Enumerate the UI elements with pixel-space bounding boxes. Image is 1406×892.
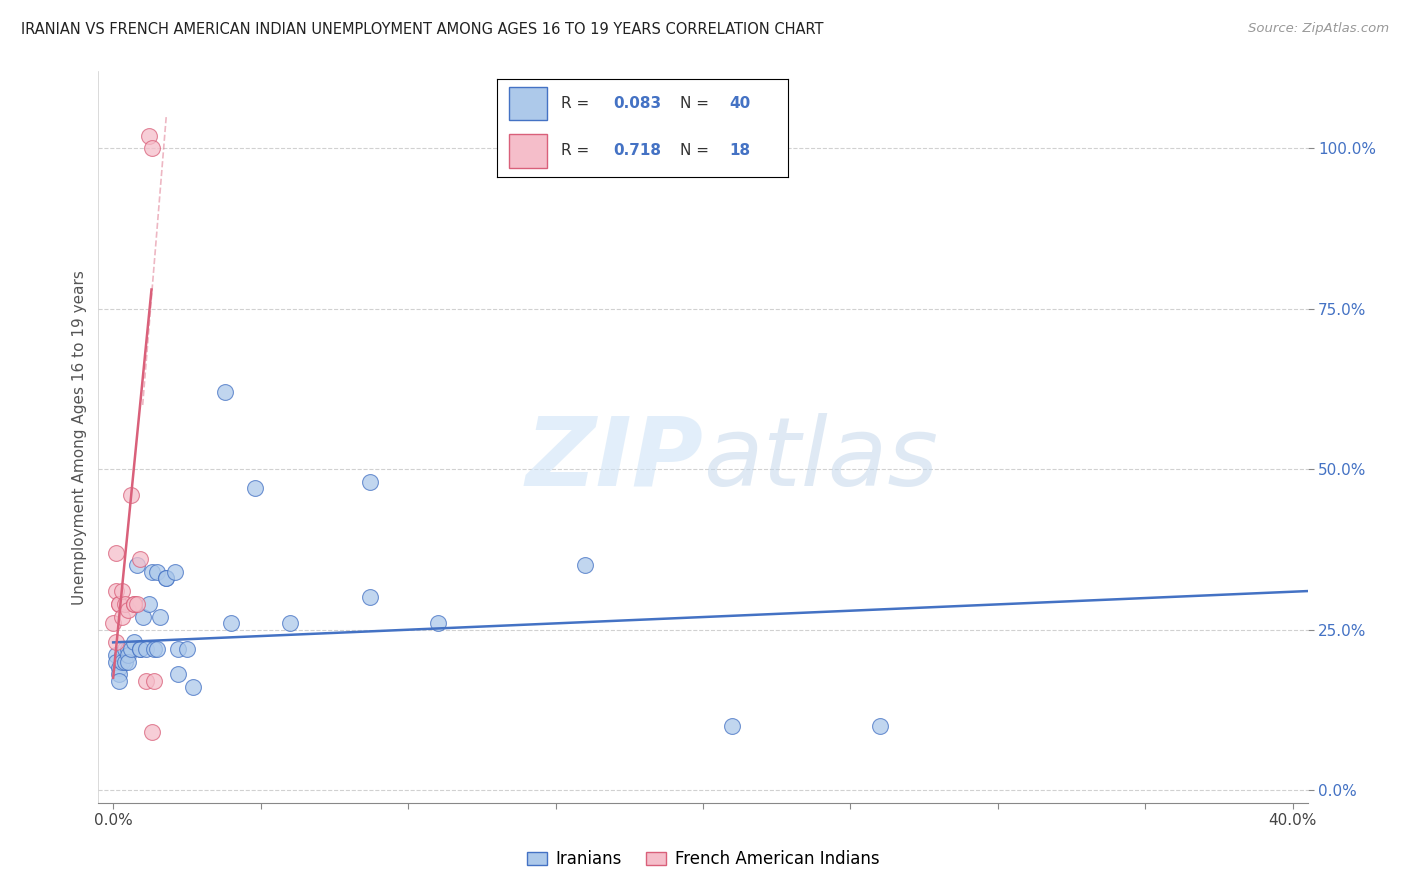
Point (721, 719, 744, 733)
Point (128, 641, 150, 656)
Point (128, 641, 150, 656)
Point (131, 609, 153, 624)
Point (125, 597, 148, 611)
Point (114, 655, 136, 669)
Point (167, 641, 190, 656)
Point (122, 597, 145, 611)
Point (138, 128, 160, 143)
Point (122, 635, 145, 649)
Point (214, 385, 236, 400)
Point (111, 609, 134, 624)
Point (143, 641, 166, 656)
Point (114, 597, 136, 611)
Point (105, 648, 128, 663)
Point (111, 648, 134, 663)
Point (125, 558, 148, 573)
Text: atlas: atlas (703, 412, 938, 506)
Point (101, 616, 124, 631)
Point (122, 597, 145, 611)
Point (128, 552, 150, 566)
Point (149, 609, 172, 624)
Point (135, 641, 157, 656)
Point (138, 597, 160, 611)
Point (120, 488, 142, 502)
Point (117, 655, 139, 669)
Point (165, 565, 187, 579)
Point (176, 641, 198, 656)
Point (111, 584, 134, 599)
Point (108, 667, 131, 681)
Point (105, 635, 128, 649)
Point (167, 667, 190, 681)
Point (120, 641, 142, 656)
Point (243, 482, 266, 496)
Point (141, 565, 163, 579)
Point (146, 641, 169, 656)
Legend: Iranians, French American Indians: Iranians, French American Indians (520, 844, 886, 875)
Text: Source: ZipAtlas.com: Source: ZipAtlas.com (1249, 22, 1389, 36)
Point (359, 475, 381, 489)
Point (117, 648, 139, 663)
Point (108, 597, 131, 611)
Point (108, 673, 131, 688)
Text: IRANIAN VS FRENCH AMERICAN INDIAN UNEMPLOYMENT AMONG AGES 16 TO 19 YEARS CORRELA: IRANIAN VS FRENCH AMERICAN INDIAN UNEMPL… (21, 22, 824, 37)
Point (359, 591, 381, 605)
Point (426, 616, 449, 631)
Point (117, 641, 139, 656)
Point (114, 641, 136, 656)
Point (135, 673, 157, 688)
Point (869, 719, 891, 733)
Point (111, 655, 134, 669)
Y-axis label: Unemployment Among Ages 16 to 19 years: Unemployment Among Ages 16 to 19 years (72, 269, 87, 605)
Point (574, 558, 596, 573)
Point (155, 571, 177, 585)
Point (108, 597, 131, 611)
Point (219, 616, 242, 631)
Point (141, 141, 163, 155)
Point (117, 603, 139, 617)
Point (141, 725, 163, 739)
Point (108, 661, 131, 675)
Point (105, 545, 128, 559)
Point (105, 584, 128, 599)
Point (155, 571, 177, 585)
Point (181, 681, 204, 695)
Text: ZIP: ZIP (524, 412, 703, 506)
Point (146, 565, 169, 579)
Point (278, 616, 301, 631)
Point (105, 655, 128, 669)
Point (143, 673, 166, 688)
